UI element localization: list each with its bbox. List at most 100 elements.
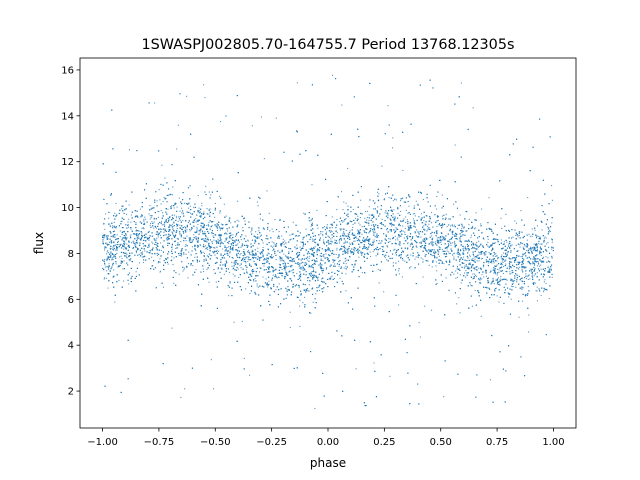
data-point	[398, 273, 400, 275]
data-point	[144, 250, 146, 252]
data-point	[119, 256, 121, 258]
data-point	[323, 239, 325, 241]
data-point	[237, 243, 239, 245]
data-point	[345, 263, 347, 265]
data-point	[472, 225, 474, 227]
data-point	[229, 232, 231, 234]
data-point	[128, 218, 130, 220]
data-point	[336, 249, 338, 251]
data-point	[469, 255, 471, 257]
data-point	[239, 254, 241, 256]
data-point	[431, 309, 433, 311]
data-point	[495, 287, 497, 289]
data-point	[421, 242, 423, 244]
data-point	[247, 239, 249, 241]
data-point	[155, 243, 157, 245]
data-point	[441, 194, 443, 196]
data-point	[517, 236, 519, 238]
data-point	[446, 248, 448, 250]
data-point	[272, 231, 274, 233]
data-point	[206, 241, 208, 243]
data-point	[466, 210, 468, 212]
data-point	[219, 227, 221, 229]
data-point	[210, 359, 212, 361]
data-point	[536, 248, 538, 250]
data-point	[449, 252, 451, 254]
data-point	[263, 265, 265, 267]
data-point	[258, 258, 260, 260]
data-point	[135, 244, 137, 246]
data-point	[451, 242, 453, 244]
data-point	[331, 231, 333, 233]
data-point	[331, 216, 333, 218]
data-point	[551, 257, 553, 259]
data-point	[258, 230, 260, 232]
data-point	[316, 251, 318, 253]
data-point	[267, 261, 269, 263]
data-point	[268, 280, 270, 282]
data-point	[188, 237, 190, 239]
data-point	[330, 238, 332, 240]
data-point	[163, 231, 165, 233]
data-point	[505, 253, 507, 255]
data-point	[193, 234, 195, 236]
data-point	[324, 226, 326, 228]
data-point	[251, 254, 253, 256]
data-point	[462, 234, 464, 236]
data-point	[482, 257, 484, 259]
data-point	[530, 270, 532, 272]
data-point	[415, 235, 417, 237]
data-point	[487, 282, 489, 284]
data-point	[157, 216, 159, 218]
data-point	[148, 213, 150, 215]
data-point	[463, 226, 465, 228]
data-point	[420, 213, 422, 215]
data-point	[298, 266, 300, 268]
data-point	[131, 242, 133, 244]
data-point	[289, 327, 291, 329]
data-point	[453, 242, 455, 244]
data-point	[343, 201, 345, 203]
data-point	[474, 289, 476, 291]
data-point	[414, 258, 416, 260]
data-point	[375, 255, 377, 257]
data-point	[527, 257, 529, 259]
data-point	[309, 275, 311, 277]
data-point	[174, 235, 176, 237]
data-point	[346, 252, 348, 254]
data-point	[107, 250, 109, 252]
data-point	[318, 243, 320, 245]
data-point	[481, 274, 483, 276]
data-point	[545, 237, 547, 239]
data-point	[336, 242, 338, 244]
data-point	[323, 256, 325, 258]
data-point	[206, 224, 208, 226]
data-point	[521, 243, 523, 245]
data-point	[348, 222, 350, 224]
data-point	[491, 262, 493, 264]
data-point	[525, 246, 527, 248]
data-point	[283, 243, 285, 245]
data-point	[377, 235, 379, 237]
data-point	[498, 301, 500, 303]
data-point	[462, 252, 464, 254]
data-point	[204, 256, 206, 258]
data-point	[403, 237, 405, 239]
data-point	[222, 248, 224, 250]
data-point	[407, 225, 409, 227]
data-point	[209, 254, 211, 256]
data-point	[107, 255, 109, 257]
data-point	[180, 241, 182, 243]
data-point	[381, 165, 383, 167]
data-point	[412, 218, 414, 220]
data-point	[179, 210, 181, 212]
data-point	[161, 164, 163, 166]
data-point	[474, 227, 476, 229]
data-point	[521, 242, 523, 244]
data-point	[148, 243, 150, 245]
data-point	[519, 246, 521, 248]
data-point	[468, 224, 470, 226]
data-point	[183, 237, 185, 239]
data-point	[344, 240, 346, 242]
data-point	[230, 234, 232, 236]
